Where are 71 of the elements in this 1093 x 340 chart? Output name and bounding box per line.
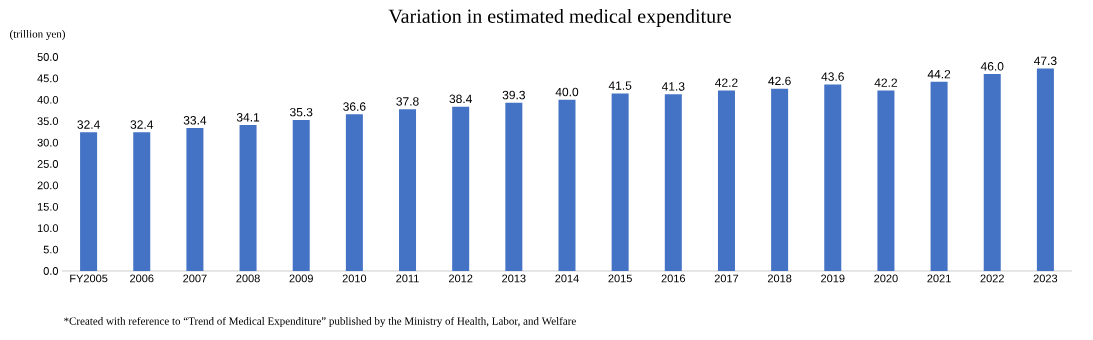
data-label: 47.3: [1034, 56, 1057, 66]
x-tick-label: 2006: [130, 274, 154, 283]
x-tick-label: 2017: [714, 274, 739, 283]
x-tick-label: 2015: [608, 274, 632, 283]
bar: [877, 90, 895, 271]
y-tick-label: 10.0: [37, 224, 59, 233]
x-tick-label: 2007: [183, 274, 207, 283]
x-tick-label: 2020: [874, 274, 898, 283]
bar: [239, 125, 257, 271]
data-label: 46.0: [980, 62, 1004, 71]
data-label: 42.6: [768, 76, 791, 86]
data-label: 42.2: [874, 78, 897, 87]
bar: [186, 128, 204, 271]
y-tick-label: 15.0: [37, 202, 59, 211]
chart-title: Variation in estimated medical expenditure: [388, 8, 731, 28]
x-tick-label: 2019: [821, 274, 845, 283]
x-tick-label: FY2005: [70, 274, 108, 283]
bar: [717, 90, 735, 271]
x-tick-label: 2008: [236, 274, 260, 283]
data-label: 41.3: [661, 82, 685, 91]
x-tick-label: 2014: [555, 274, 579, 283]
data-label: 34.1: [236, 113, 260, 122]
data-label: 32.4: [130, 120, 154, 129]
y-tick-label: 30.0: [37, 138, 59, 147]
y-tick-label: 35.0: [37, 117, 59, 126]
data-label: 44.2: [927, 69, 951, 79]
data-label: 35.3: [290, 107, 313, 117]
data-label: 40.0: [555, 87, 579, 97]
bar: [611, 93, 629, 271]
data-label: 37.8: [396, 97, 419, 106]
data-label: 39.3: [502, 90, 525, 100]
bar: [133, 132, 151, 271]
x-tick-label: 2013: [502, 274, 526, 283]
y-tick-label: 5.0: [43, 245, 59, 254]
data-label: 33.4: [183, 116, 207, 125]
y-tick-label: 45.0: [37, 74, 59, 83]
bar: [399, 109, 417, 271]
bar: [345, 114, 363, 271]
data-label: 32.4: [77, 120, 100, 129]
bar: [558, 99, 576, 271]
text: *Created with reference to “Trend of Medical Expenditure” published by the Ministry of Health, Labor, and Welfare: [64, 316, 576, 328]
data-label: 36.6: [343, 102, 366, 111]
x-tick-label: 2009: [289, 274, 313, 283]
x-tick-label: 2018: [767, 274, 792, 283]
y-axis-title: (trillion yen): [10, 30, 65, 40]
bar: [1036, 68, 1054, 271]
data-label: 41.5: [608, 81, 632, 90]
bar: [930, 81, 948, 271]
y-tick-label: 20.0: [37, 181, 59, 190]
x-tick-label: 2016: [661, 274, 686, 283]
x-tick-label: 2021: [927, 274, 951, 283]
bar: [505, 102, 523, 271]
bar: [452, 106, 470, 271]
data-label: 38.4: [449, 94, 473, 104]
bar: [292, 119, 310, 271]
bar: [80, 132, 98, 271]
bar: [664, 94, 682, 271]
x-tick-label: 2022: [980, 274, 1004, 283]
y-tick-label: 40.0: [37, 95, 59, 104]
bar: [983, 74, 1001, 271]
y-tick-label: 0.0: [43, 267, 59, 275]
y-tick-label: 50.0: [37, 53, 59, 61]
bar: [824, 84, 842, 271]
x-tick-label: 2023: [1033, 274, 1058, 283]
data-label: 42.2: [715, 78, 738, 87]
data-label: 43.6: [821, 72, 844, 81]
x-tick-label: 2010: [342, 274, 367, 283]
x-tick-label: 2012: [449, 274, 473, 283]
y-tick-label: 25.0: [37, 160, 59, 168]
x-tick-label: 2011: [396, 274, 419, 283]
bar: [771, 88, 789, 271]
